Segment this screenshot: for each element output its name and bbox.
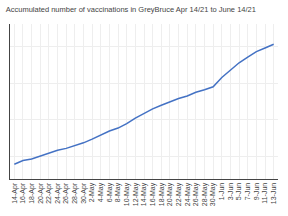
- svg-text:22-May: 22-May: [175, 182, 183, 206]
- svg-text:26-Apr: 26-Apr: [62, 182, 70, 204]
- svg-text:26-May: 26-May: [192, 182, 200, 206]
- svg-text:28-May: 28-May: [201, 182, 209, 206]
- svg-text:22-Apr: 22-Apr: [45, 182, 53, 204]
- svg-text:14-May: 14-May: [140, 182, 148, 206]
- svg-text:16-Apr: 16-Apr: [19, 182, 27, 204]
- svg-text:4-May: 4-May: [97, 182, 105, 202]
- svg-text:12-May: 12-May: [132, 182, 140, 206]
- svg-text:18-Apr: 18-Apr: [28, 182, 36, 204]
- svg-text:28-Apr: 28-Apr: [71, 182, 79, 204]
- svg-text:24-Apr: 24-Apr: [54, 182, 62, 204]
- svg-text:3-Jun: 3-Jun: [227, 183, 234, 201]
- svg-text:9-Jun: 9-Jun: [253, 183, 260, 201]
- svg-text:11-Jun: 11-Jun: [261, 183, 268, 204]
- svg-text:Accumulated number of vaccinat: Accumulated number of vaccinations in Gr…: [6, 5, 256, 14]
- svg-text:14-Apr: 14-Apr: [11, 182, 19, 204]
- svg-text:8-May: 8-May: [114, 182, 122, 202]
- svg-text:16-May: 16-May: [149, 182, 157, 206]
- svg-text:18-May: 18-May: [158, 182, 166, 206]
- svg-text:20-Apr: 20-Apr: [37, 182, 45, 204]
- svg-text:20-May: 20-May: [166, 182, 174, 206]
- svg-text:10-May: 10-May: [123, 182, 131, 206]
- svg-text:13-Jun: 13-Jun: [270, 183, 277, 205]
- svg-text:2-May: 2-May: [88, 182, 96, 202]
- svg-text:7-Jun: 7-Jun: [244, 183, 251, 201]
- svg-text:24-May: 24-May: [184, 182, 192, 206]
- svg-text:30-May: 30-May: [209, 182, 217, 206]
- svg-text:1-Jun: 1-Jun: [218, 183, 225, 201]
- svg-text:6-May: 6-May: [106, 182, 114, 202]
- svg-text:5-Jun: 5-Jun: [235, 183, 242, 201]
- svg-text:30-Apr: 30-Apr: [80, 182, 88, 204]
